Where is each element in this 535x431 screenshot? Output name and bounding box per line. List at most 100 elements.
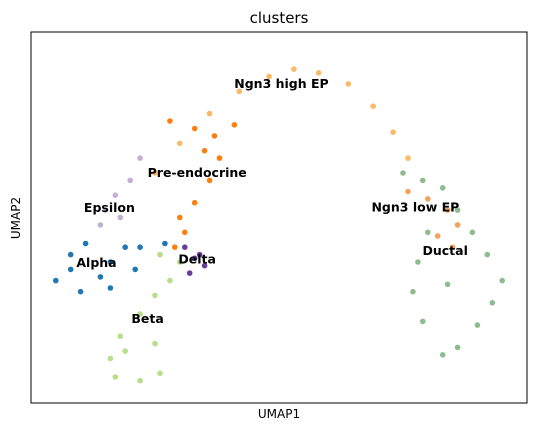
cluster-delta <box>182 244 208 276</box>
data-point-beta-7 <box>107 355 114 362</box>
data-point-delta-2 <box>196 251 203 258</box>
data-point-ductal-2 <box>420 177 426 184</box>
data-point-beta-4 <box>152 292 158 299</box>
data-point-epsilon-3 <box>112 192 119 198</box>
data-point-ductal-9 <box>474 322 481 328</box>
data-point-ductal-5 <box>469 229 476 236</box>
data-point-ngn3-low-ep-4 <box>454 222 461 228</box>
chart-title: clusters <box>250 9 309 27</box>
data-point-ngn3-high-ep-4 <box>236 88 243 95</box>
data-point-beta-9 <box>137 377 143 384</box>
cluster-label-ductal: Ductal <box>423 243 468 258</box>
data-point-epsilon-5 <box>97 222 104 228</box>
data-point-ngn3-high-ep-5 <box>266 73 272 80</box>
cluster-alpha <box>53 240 168 295</box>
x-axis-label: UMAP1 <box>258 407 300 421</box>
cluster-label-beta: Beta <box>131 311 163 326</box>
data-point-pre-endocrine-8 <box>172 244 178 250</box>
cluster-ngn3-high-ep <box>152 66 411 176</box>
data-point-ductal-15 <box>425 229 431 236</box>
data-point-ngn3-low-ep-2 <box>425 196 431 202</box>
cluster-pre-endocrine <box>167 118 238 250</box>
data-point-ngn3-low-ep-1 <box>405 188 411 195</box>
data-point-alpha-10 <box>132 266 138 273</box>
data-point-beta-11 <box>152 340 158 347</box>
data-point-beta-12 <box>122 348 128 354</box>
data-point-beta-8 <box>112 374 119 380</box>
data-point-ngn3-low-ep-3 <box>444 207 451 213</box>
data-point-alpha-3 <box>82 240 89 247</box>
data-point-alpha-6 <box>137 244 143 250</box>
cluster-label-epsilon: Epsilon <box>84 200 135 215</box>
data-point-beta-3 <box>167 277 173 284</box>
data-point-ductal-6 <box>484 251 491 258</box>
cluster-label-alpha: Alpha <box>76 255 116 270</box>
data-point-ngn3-high-ep-11 <box>405 155 411 161</box>
cluster-label-ngn3-high-ep: Ngn3 high EP <box>234 76 328 91</box>
data-point-pre-endocrine-5 <box>206 177 213 184</box>
data-point-alpha-4 <box>107 259 114 265</box>
data-point-ductal-16 <box>444 281 451 288</box>
data-point-pre-endocrine-3 <box>211 133 218 139</box>
data-point-epsilon-2 <box>127 177 133 184</box>
data-point-alpha-1 <box>53 277 59 284</box>
data-point-ductal-7 <box>499 277 506 284</box>
data-point-beta-5 <box>137 311 143 317</box>
data-point-ngn3-high-ep-6 <box>291 66 297 72</box>
data-point-ngn3-high-ep-3 <box>206 110 213 117</box>
data-point-ngn3-high-ep-10 <box>390 129 396 135</box>
data-point-pre-endocrine-1 <box>167 118 173 124</box>
data-point-ngn3-high-ep-8 <box>345 81 352 87</box>
y-axis-label: UMAP2 <box>9 197 23 239</box>
data-point-epsilon-6 <box>117 214 124 221</box>
data-point-ngn3-high-ep-9 <box>370 103 377 109</box>
points-layer <box>53 66 506 384</box>
data-point-ngn3-low-ep-6 <box>449 244 456 250</box>
data-point-pre-endocrine-4 <box>216 155 223 161</box>
data-point-ductal-11 <box>439 352 446 358</box>
data-point-ductal-13 <box>410 288 416 295</box>
data-point-pre-endocrine-7 <box>177 214 183 221</box>
data-point-ductal-12 <box>420 318 426 325</box>
cluster-label-ngn3-low-ep: Ngn3 low EP <box>371 200 459 215</box>
data-point-alpha-9 <box>107 285 114 291</box>
data-point-alpha-5 <box>122 244 128 250</box>
data-point-alpha-11 <box>97 274 104 280</box>
data-point-ngn3-high-ep-7 <box>315 70 322 76</box>
cluster-labels: Ngn3 high EP Pre-endocrine Epsilon Alpha Del… <box>76 76 468 326</box>
data-point-alpha-8 <box>77 288 84 295</box>
data-point-pre-endocrine-9 <box>182 229 188 236</box>
data-point-ductal-10 <box>454 344 461 351</box>
data-point-ductal-3 <box>439 185 446 191</box>
data-point-ductal-1 <box>400 170 406 176</box>
plot-frame <box>30 31 528 404</box>
data-point-pre-endocrine-10 <box>201 147 208 154</box>
data-point-beta-10 <box>157 370 163 377</box>
data-point-delta-1 <box>182 244 188 250</box>
data-point-ngn3-high-ep-1 <box>152 170 158 176</box>
data-point-delta-4 <box>186 270 193 276</box>
data-point-beta-2 <box>177 259 183 265</box>
data-point-ngn3-high-ep-2 <box>177 140 183 147</box>
data-point-pre-endocrine-11 <box>231 122 238 128</box>
cluster-label-pre-endocrine: Pre-endocrine <box>148 165 247 180</box>
data-point-ductal-8 <box>489 300 496 306</box>
data-point-beta-1 <box>157 251 163 258</box>
data-point-delta-5 <box>191 255 198 262</box>
data-point-epsilon-4 <box>102 207 109 213</box>
data-point-alpha-12 <box>67 266 74 273</box>
data-point-alpha-2 <box>67 251 74 258</box>
data-point-pre-endocrine-2 <box>191 125 198 132</box>
data-point-ngn3-low-ep-5 <box>434 233 441 239</box>
cluster-epsilon <box>97 155 143 228</box>
cluster-ngn3-low-ep <box>405 188 461 250</box>
cluster-label-delta: Delta <box>178 251 216 266</box>
data-point-pre-endocrine-6 <box>191 199 198 206</box>
data-point-epsilon-1 <box>137 155 143 161</box>
data-point-ductal-14 <box>415 259 421 265</box>
data-point-beta-6 <box>117 333 124 340</box>
data-point-alpha-7 <box>162 240 168 247</box>
data-point-ductal-4 <box>454 207 461 213</box>
data-point-delta-3 <box>201 262 208 269</box>
